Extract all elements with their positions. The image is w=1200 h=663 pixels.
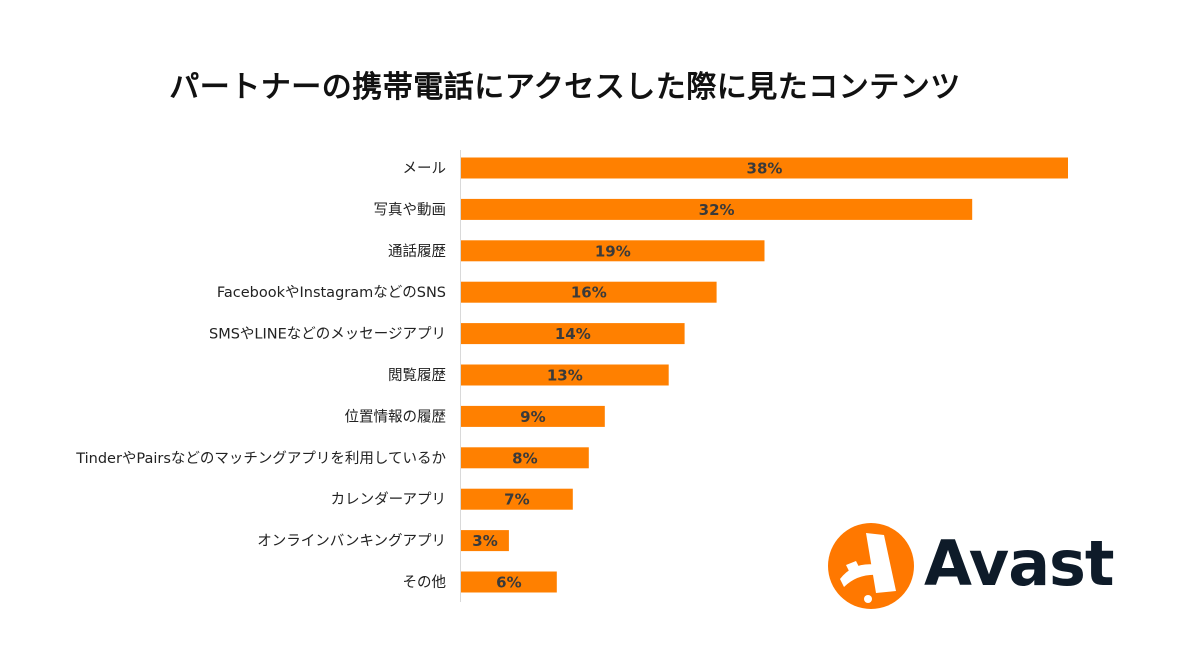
value-label-9: 3% — [472, 532, 497, 550]
category-label-6: 位置情報の履歴 — [345, 408, 447, 425]
category-label-3: FacebookやInstagramなどのSNS — [217, 284, 446, 301]
value-labels: 38% 32% 19% 16% 14% 13% 9% 8% 7% 3% 6% — [472, 160, 782, 592]
avast-logo: Avast — [826, 521, 1116, 611]
chart-title: パートナーの携帯電話にアクセスした際に見たコンテンツ — [169, 70, 961, 105]
value-label-3: 16% — [571, 284, 607, 302]
category-label-9: オンラインバンキングアプリ — [257, 533, 446, 550]
bar-9 — [461, 530, 509, 552]
category-label-10: その他 — [403, 574, 447, 591]
value-label-4: 14% — [555, 325, 591, 343]
category-label-2: 通話履歴 — [388, 243, 446, 260]
category-label-7: TinderやPairsなどのマッチングアプリを利用しているか — [75, 450, 446, 467]
bar-2 — [461, 240, 765, 262]
value-label-10: 6% — [496, 574, 521, 592]
bar-8 — [461, 488, 573, 510]
brand-name: Avast — [924, 527, 1115, 600]
category-label-4: SMSやLINEなどのメッセージアプリ — [209, 326, 446, 343]
value-label-2: 19% — [595, 242, 631, 260]
category-label-0: メール — [403, 161, 447, 177]
value-label-8: 7% — [504, 491, 529, 509]
value-label-1: 32% — [699, 201, 735, 219]
bar-5 — [461, 364, 669, 386]
avast-logo-icon — [828, 523, 914, 609]
category-label-5: 閲覧履歴 — [388, 367, 446, 384]
value-label-7: 8% — [512, 449, 537, 467]
bar-4 — [461, 323, 685, 345]
value-label-0: 38% — [747, 160, 783, 178]
category-label-1: 写真や動画 — [374, 200, 447, 218]
bar-0 — [461, 157, 1068, 179]
value-label-5: 13% — [547, 367, 583, 385]
value-label-6: 9% — [520, 408, 545, 426]
bars-group — [461, 157, 1068, 593]
bar-1 — [461, 198, 973, 220]
bar-3 — [461, 281, 717, 303]
category-label-8: カレンダーアプリ — [331, 491, 446, 508]
bar-10 — [461, 571, 557, 593]
bar-6 — [461, 405, 605, 427]
bar-7 — [461, 447, 589, 469]
